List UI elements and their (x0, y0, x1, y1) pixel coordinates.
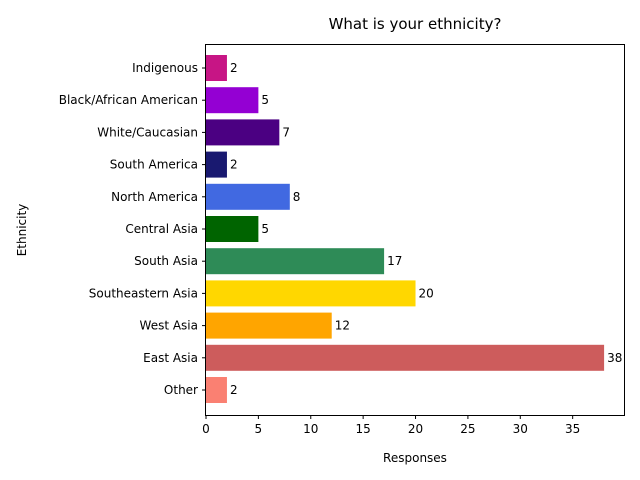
chart-title: What is your ethnicity? (329, 15, 502, 33)
y-tick-label: White/Caucasian (97, 125, 198, 139)
y-tick-label: North America (111, 190, 198, 204)
y-tick-label: South Asia (134, 254, 198, 268)
bar (206, 87, 259, 114)
x-tick-label: 25 (460, 422, 475, 436)
data-label: 8 (293, 190, 301, 204)
bars-layer (206, 55, 605, 403)
data-label: 5 (261, 222, 269, 236)
data-label: 2 (230, 61, 238, 75)
plot-frame (205, 44, 625, 416)
x-tick-label: 30 (513, 422, 528, 436)
data-label: 38 (607, 351, 622, 365)
y-tick-label: Other (164, 383, 198, 397)
y-tick-label: South America (110, 158, 198, 172)
y-tick-labels: Other East Asia West Asia Southeastern Asia… (59, 61, 206, 397)
data-label: 12 (335, 319, 350, 333)
x-tick-label: 15 (356, 422, 371, 436)
x-tick-label: 35 (565, 422, 580, 436)
bar (206, 216, 259, 242)
y-tick-label: Indigenous (132, 61, 198, 75)
bar (206, 280, 416, 307)
x-tick-label: 10 (303, 422, 318, 436)
y-tick-label: West Asia (140, 319, 198, 333)
bar (206, 183, 290, 210)
bar (206, 55, 227, 81)
data-label: 20 (419, 286, 434, 300)
data-label: 7 (282, 125, 290, 139)
data-label: 5 (261, 93, 269, 107)
x-tick-labels: 0 5 10 15 20 25 30 35 (202, 415, 580, 436)
bar (206, 312, 332, 339)
y-tick-label: Central Asia (125, 222, 198, 236)
y-tick-label: Black/African American (59, 93, 198, 107)
y-tick-label: East Asia (143, 351, 198, 365)
bar (206, 151, 227, 178)
data-label: 2 (230, 158, 238, 172)
bar (206, 377, 227, 403)
x-tick-label: 20 (408, 422, 423, 436)
y-axis-label: Ethnicity (15, 204, 29, 257)
data-label: 2 (230, 383, 238, 397)
x-tick-label: 5 (255, 422, 263, 436)
data-label: 17 (387, 254, 402, 268)
bar (206, 344, 605, 371)
y-tick-label: Southeastern Asia (89, 286, 198, 300)
x-axis-label: Responses (383, 451, 447, 465)
x-tick-label: 0 (202, 422, 210, 436)
bar (206, 248, 385, 275)
data-labels: 2 38 12 20 17 5 8 2 7 5 2 (230, 61, 622, 397)
bar (206, 119, 280, 146)
